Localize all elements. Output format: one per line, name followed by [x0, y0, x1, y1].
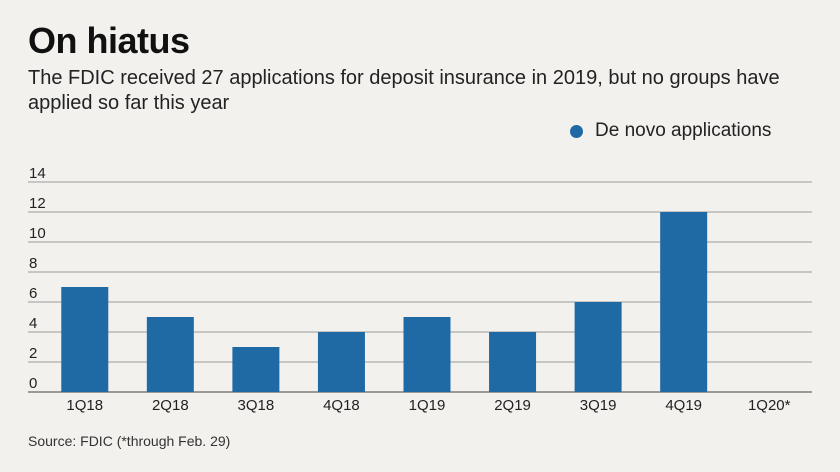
x-tick-label: 2Q19 [494, 397, 531, 414]
bar [232, 347, 280, 392]
bar [489, 332, 537, 392]
chart-subtitle: The FDIC received 27 applications for de… [28, 67, 780, 114]
y-tick-label: 10 [29, 225, 46, 242]
x-tick-label: 1Q18 [66, 397, 103, 414]
x-tick-label: 4Q18 [323, 397, 360, 414]
x-tick-label: 3Q19 [580, 397, 617, 414]
bar [146, 317, 194, 392]
y-tick-label: 6 [29, 285, 37, 302]
source-note: Source: FDIC (*through Feb. 29) [28, 433, 231, 449]
x-tick-label: 4Q19 [665, 397, 702, 414]
bar [574, 302, 622, 392]
legend-label: De novo applications [595, 120, 772, 141]
y-tick-label: 2 [29, 345, 37, 362]
bar [660, 212, 708, 392]
y-tick-label: 14 [29, 165, 46, 182]
bar [61, 287, 109, 392]
bar [317, 332, 365, 392]
x-tick-label: 3Q18 [238, 397, 275, 414]
y-tick-label: 12 [29, 195, 46, 212]
x-tick-label: 2Q18 [152, 397, 189, 414]
x-tick-label: 1Q20* [748, 397, 791, 414]
x-tick-label: 1Q19 [409, 397, 446, 414]
chart-title: On hiatus [28, 20, 190, 61]
y-tick-label: 8 [29, 255, 37, 272]
y-tick-label: 4 [29, 315, 37, 332]
legend: De novo applications [570, 120, 771, 142]
bar [403, 317, 451, 392]
legend-marker [570, 124, 583, 138]
y-tick-label: 0 [29, 375, 37, 392]
